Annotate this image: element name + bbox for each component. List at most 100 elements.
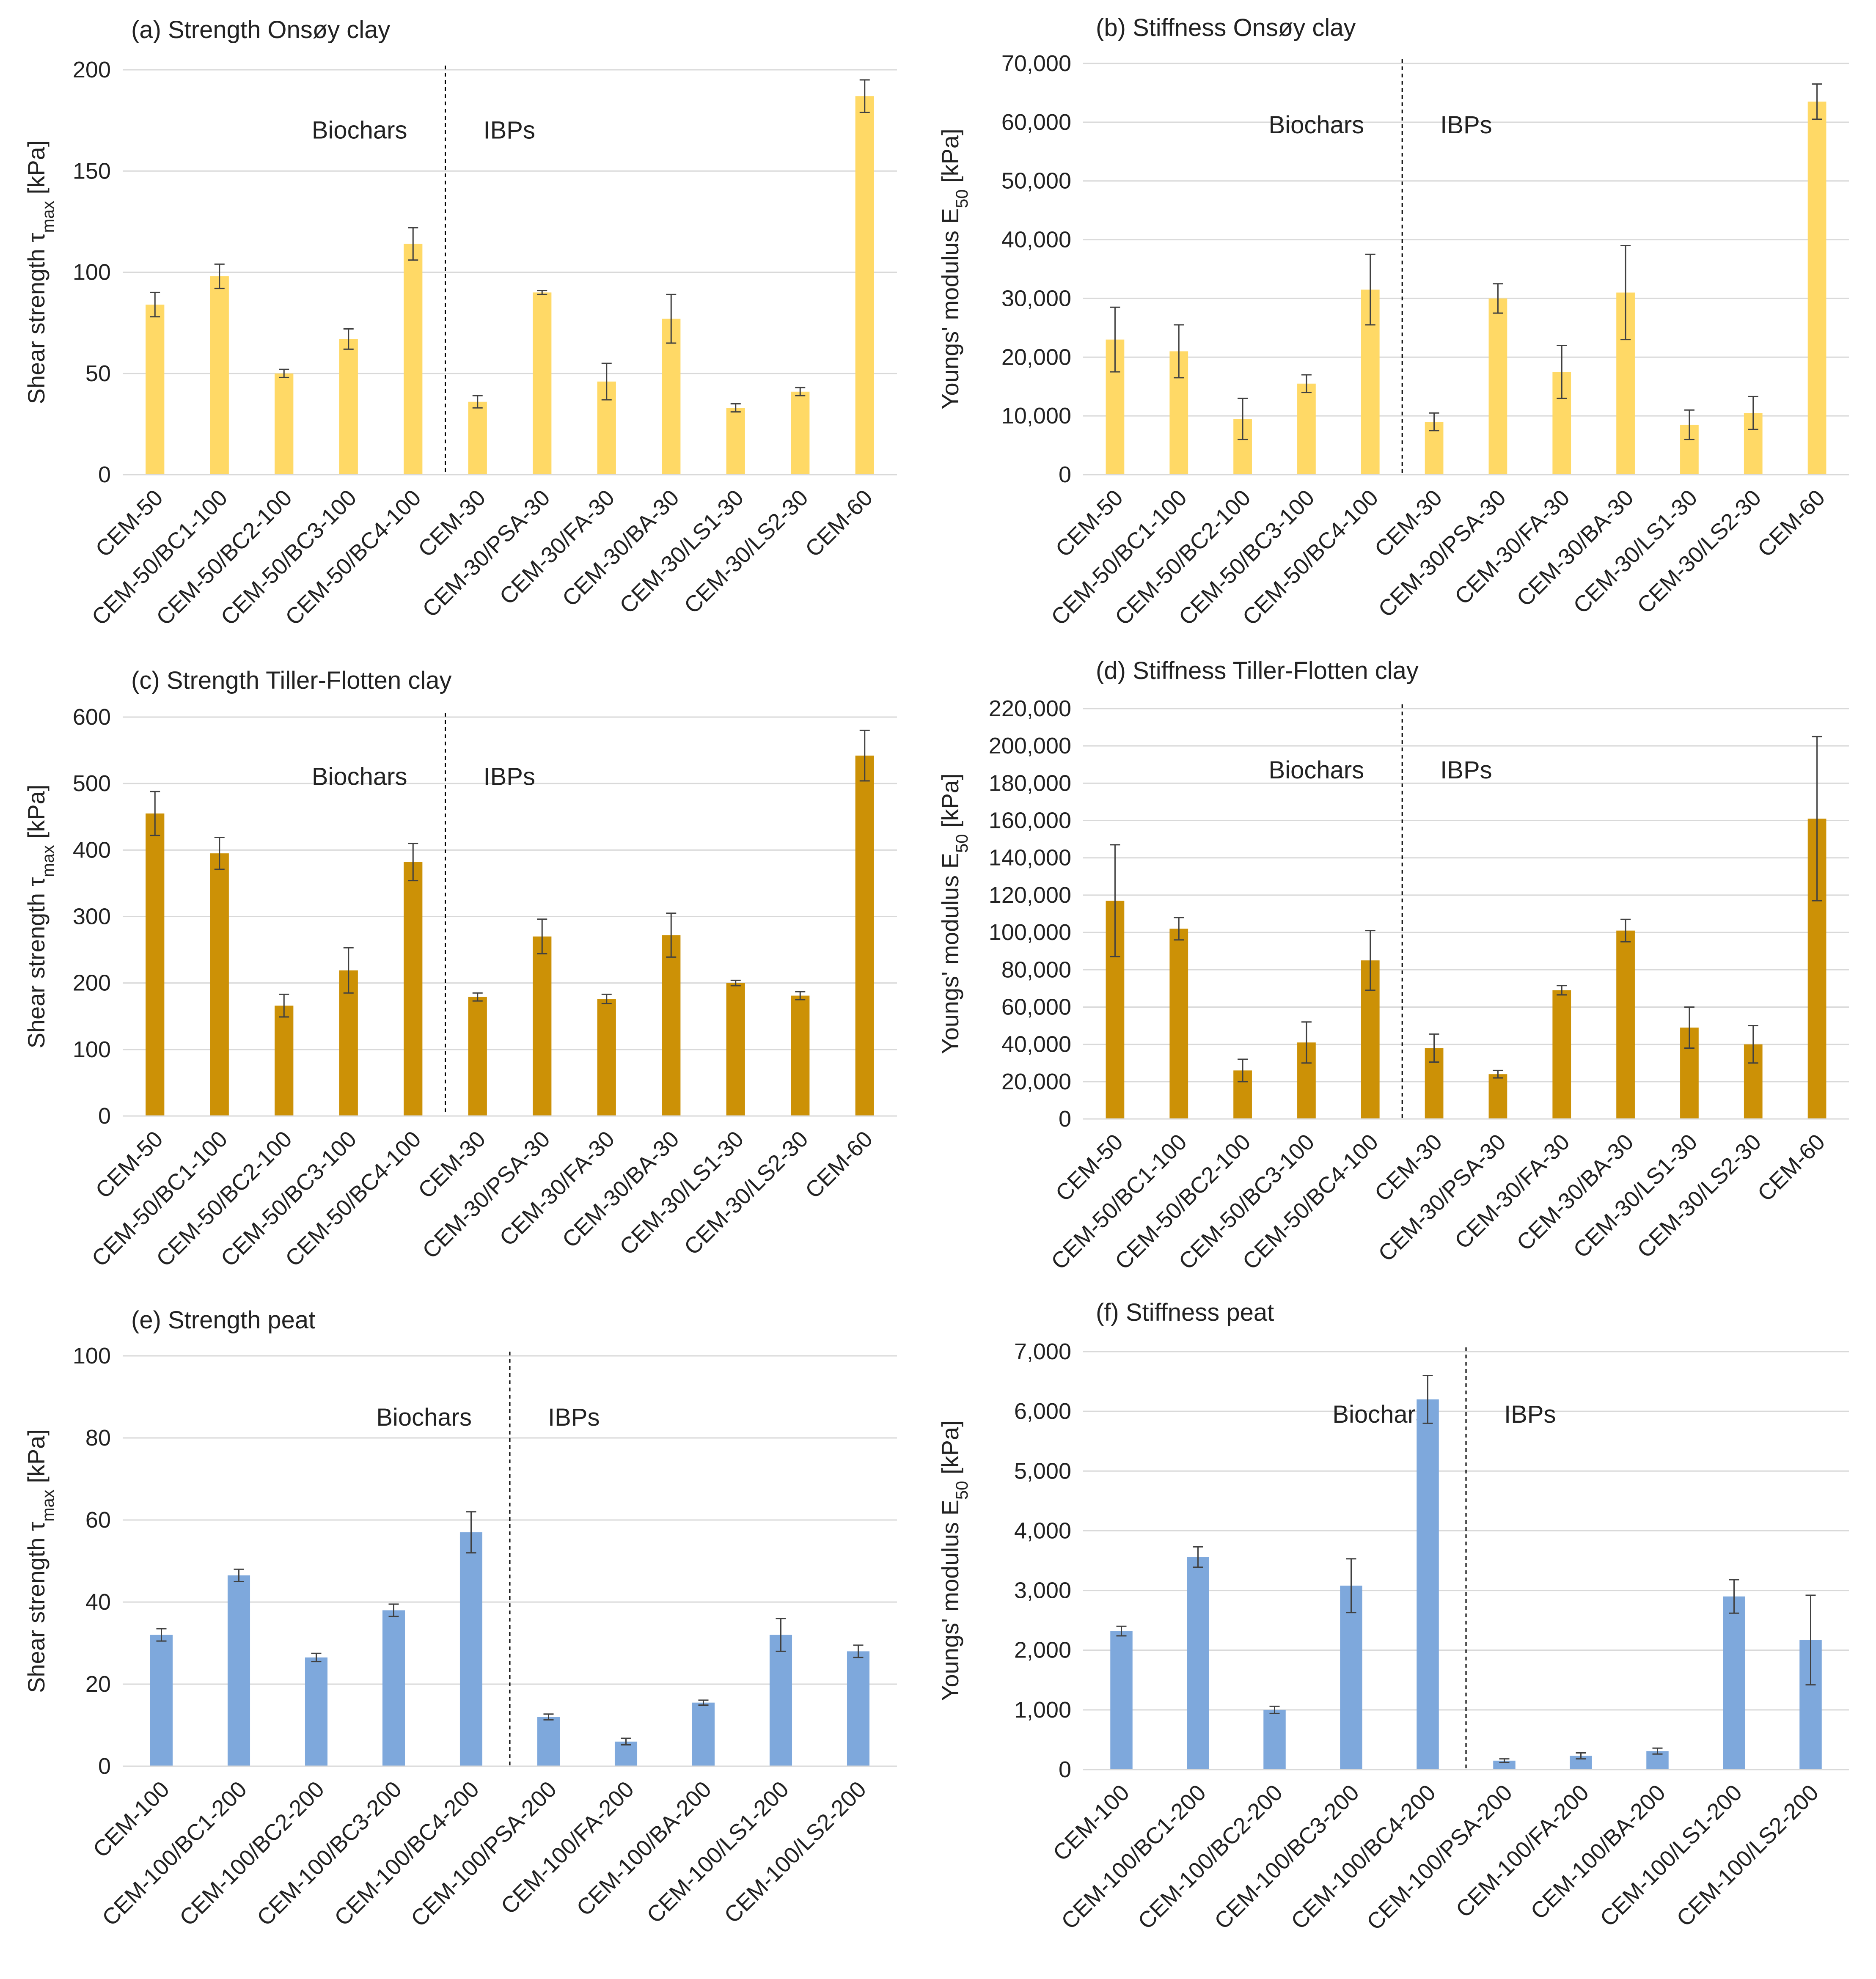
group-label-ibps: IBPs bbox=[548, 1404, 600, 1431]
y-tick-label: 0 bbox=[98, 462, 111, 487]
group-label-ibps: IBPs bbox=[1440, 756, 1492, 784]
y-tick-label: 500 bbox=[73, 771, 111, 796]
bar-CEM-50/BC1-100 bbox=[1169, 929, 1188, 1119]
chart-title: (d) Stiffness Tiller-Flotten clay bbox=[1096, 657, 1419, 684]
y-tick-label: 150 bbox=[73, 158, 111, 184]
bar-CEM-30/LS1-30 bbox=[726, 983, 745, 1116]
y-tick-label: 600 bbox=[73, 704, 111, 730]
y-axis-label-sub: 50 bbox=[953, 834, 971, 853]
x-tick-label: CEM-30/FA-30 bbox=[1450, 485, 1575, 610]
x-tick-label: CEM-100/BC3-200 bbox=[252, 1776, 407, 1931]
bar-CEM-100 bbox=[150, 1635, 173, 1766]
x-tick-label: CEM-60 bbox=[800, 485, 877, 562]
chart-title: (c) Strength Tiller-Flotten clay bbox=[131, 667, 451, 694]
y-tick-label: 40 bbox=[85, 1589, 111, 1615]
bar-CEM-50/BC4-100 bbox=[404, 244, 423, 475]
bar-CEM-30/BA-30 bbox=[662, 935, 681, 1116]
x-tick-label: CEM-100/BC2-200 bbox=[1133, 1780, 1287, 1934]
x-tick-label: CEM-100/LS2-200 bbox=[1672, 1780, 1824, 1932]
x-tick-label: CEM-100/LS1-200 bbox=[1595, 1780, 1747, 1932]
bar-CEM-30/PSA-30 bbox=[533, 292, 552, 475]
group-label-ibps: IBPs bbox=[484, 117, 536, 144]
chart-title: (e) Strength peat bbox=[131, 1306, 315, 1334]
bar-CEM-50/BC3-100 bbox=[339, 970, 358, 1116]
x-tick-label: CEM-100/FA-200 bbox=[1451, 1780, 1594, 1922]
y-tick-label: 100,000 bbox=[989, 920, 1071, 945]
y-tick-label: 100 bbox=[73, 1037, 111, 1062]
bar-CEM-100/LS1-200 bbox=[1723, 1596, 1745, 1770]
bar-CEM-100/BC4-200 bbox=[459, 1532, 483, 1766]
bar-CEM-30/BA-30 bbox=[1616, 930, 1635, 1119]
y-tick-label: 200 bbox=[73, 57, 111, 82]
bar-CEM-100/BA-200 bbox=[692, 1702, 715, 1766]
y-tick-label: 160,000 bbox=[989, 808, 1071, 833]
bar-CEM-100/PSA-200 bbox=[1493, 1760, 1516, 1770]
bar-CEM-100/BC3-200 bbox=[382, 1610, 405, 1766]
bar-CEM-50 bbox=[146, 305, 165, 475]
bar-CEM-50/BC1-100 bbox=[210, 276, 229, 475]
x-tick-label: CEM-30/FA-30 bbox=[495, 485, 619, 610]
y-axis-label-sub: max bbox=[39, 201, 58, 233]
y-axis-label-main: Youngs' modulus E bbox=[937, 853, 963, 1054]
y-tick-label: 220,000 bbox=[989, 696, 1071, 721]
x-tick-label: CEM-100/FA-200 bbox=[496, 1776, 639, 1919]
group-label-biochars: Biochars bbox=[1269, 111, 1364, 139]
y-tick-label: 80,000 bbox=[1001, 957, 1071, 982]
y-axis-label-unit: [kPa] bbox=[937, 129, 963, 189]
chart-panel-f: 0 1,000 2,000 3,000 4,000 5,000 6,000 7,000 Bioc… bbox=[937, 1299, 1849, 1935]
bar-CEM-30/FA-30 bbox=[1552, 990, 1571, 1119]
x-tick-label: CEM-30/FA-30 bbox=[1450, 1129, 1575, 1254]
bar-CEM-100 bbox=[1110, 1631, 1133, 1770]
bar-CEM-100/BC3-200 bbox=[1340, 1586, 1362, 1770]
x-tick-label: CEM-60 bbox=[1753, 1129, 1830, 1206]
bar-CEM-50/BC3-100 bbox=[1297, 383, 1316, 475]
bar-CEM-60 bbox=[855, 96, 874, 475]
x-tick-label: CEM-100/BC3-200 bbox=[1210, 1780, 1364, 1934]
bar-CEM-50/BC1-100 bbox=[210, 853, 229, 1116]
bar-CEM-30/LS2-30 bbox=[791, 391, 810, 475]
y-tick-label: 100 bbox=[73, 1343, 111, 1369]
bar-CEM-30/BA-30 bbox=[662, 319, 681, 475]
y-tick-label: 50 bbox=[85, 361, 111, 386]
y-tick-label: 80 bbox=[85, 1425, 111, 1451]
y-axis-label-main: Youngs' modulus E bbox=[937, 1500, 963, 1701]
y-tick-label: 5,000 bbox=[1014, 1458, 1071, 1484]
y-tick-label: 7,000 bbox=[1014, 1339, 1071, 1364]
bar-CEM-30 bbox=[468, 401, 487, 475]
y-axis-label-unit: [kPa] bbox=[23, 140, 50, 201]
y-tick-label: 6,000 bbox=[1014, 1399, 1071, 1424]
y-axis-label: Youngs' modulus E50 [kPa] bbox=[937, 1420, 971, 1701]
bar-CEM-30/FA-30 bbox=[597, 999, 616, 1116]
y-tick-label: 100 bbox=[73, 260, 111, 285]
x-tick-label: CEM-100/BA-200 bbox=[572, 1776, 716, 1921]
y-tick-label: 60,000 bbox=[1001, 110, 1071, 135]
group-label-biochars: Biochars bbox=[376, 1404, 472, 1431]
y-axis-label: Youngs' modulus E50 [kPa] bbox=[937, 129, 971, 409]
y-axis-label-main: Youngs' modulus E bbox=[937, 208, 963, 410]
group-label-biochars: Biochars bbox=[312, 763, 407, 790]
y-axis-label-unit: [kPa] bbox=[937, 773, 963, 834]
chart-title: (a) Strength Onsøy clay bbox=[131, 16, 390, 44]
y-tick-label: 20 bbox=[85, 1671, 111, 1697]
chart-panel-b: 0 10,000 20,000 30,000 40,000 50,000 60,000 70,… bbox=[937, 14, 1849, 630]
bar-CEM-30/LS2-30 bbox=[791, 995, 810, 1116]
x-tick-label: CEM-60 bbox=[1753, 485, 1830, 562]
x-tick-label: CEM-100/BC1-200 bbox=[1056, 1780, 1211, 1934]
x-tick-label: CEM-30/FA-30 bbox=[495, 1126, 619, 1251]
bar-CEM-30/PSA-30 bbox=[1488, 298, 1507, 475]
bar-CEM-60 bbox=[1807, 102, 1826, 475]
y-axis-label-unit: [kPa] bbox=[23, 785, 50, 845]
y-axis-label-main: Shear strength τ bbox=[23, 233, 50, 404]
y-tick-label: 60 bbox=[85, 1507, 111, 1533]
bar-CEM-30/PSA-30 bbox=[1488, 1074, 1507, 1119]
y-axis-label-sub: max bbox=[39, 845, 58, 877]
y-tick-label: 0 bbox=[98, 1754, 111, 1779]
group-label-biochars: Biochars bbox=[1332, 1401, 1428, 1428]
bar-CEM-50/BC4-100 bbox=[404, 862, 423, 1116]
bar-CEM-100/BC2-200 bbox=[305, 1657, 328, 1766]
x-tick-label: CEM-100/LS1-200 bbox=[642, 1776, 794, 1928]
group-label-ibps: IBPs bbox=[1504, 1401, 1556, 1428]
